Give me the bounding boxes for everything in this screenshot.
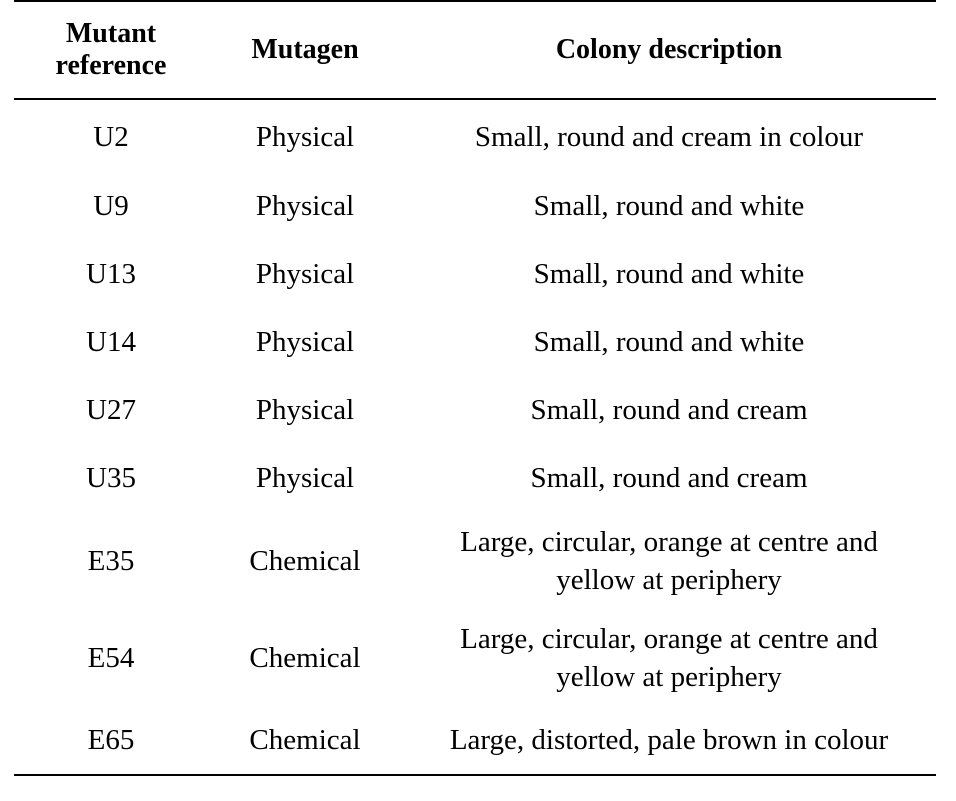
- cell-colony-description: Large, circular, orange at centre and yel…: [460, 622, 878, 693]
- header-mutagen: Mutagen: [208, 1, 402, 99]
- mutant-colony-table: Mutant reference Mutagen Colony descripti…: [14, 0, 936, 776]
- header-mutant-reference: Mutant reference: [14, 1, 208, 99]
- table-row: E35 Chemical Large, circular, orange at …: [14, 512, 936, 609]
- table-row: U27 Physical Small, round and cream: [14, 376, 936, 444]
- header-colony-description-text: Colony description: [555, 34, 783, 65]
- table-row: E65 Chemical Large, distorted, pale brow…: [14, 706, 936, 775]
- table-header: Mutant reference Mutagen Colony descripti…: [14, 1, 936, 99]
- cell-colony-description: Large, distorted, pale brown in colour: [449, 724, 889, 756]
- table-row: U13 Physical Small, round and white: [14, 240, 936, 308]
- cell-mutant-reference: E35: [87, 544, 135, 577]
- table-row: E54 Chemical Large, circular, orange at …: [14, 609, 936, 706]
- table-row: U2 Physical Small, round and cream in co…: [14, 99, 936, 172]
- cell-mutant-reference: U35: [86, 462, 136, 494]
- cell-mutant-reference: E54: [87, 641, 135, 674]
- cell-colony-description: Small, round and cream: [530, 462, 808, 494]
- cell-colony-description: Large, circular, orange at centre and yel…: [460, 525, 878, 596]
- cell-mutant-reference: E65: [87, 724, 135, 756]
- cell-mutant-reference: U9: [93, 190, 129, 222]
- cell-colony-description: Small, round and cream: [530, 394, 808, 426]
- cell-mutagen: Physical: [255, 121, 355, 153]
- cell-mutant-reference: U14: [86, 326, 136, 358]
- mutant-table-container: Mutant reference Mutagen Colony descripti…: [14, 0, 936, 776]
- cell-mutagen: Physical: [255, 462, 355, 494]
- cell-mutagen: Chemical: [249, 724, 361, 756]
- header-mutagen-text: Mutagen: [251, 34, 359, 65]
- table-row: U14 Physical Small, round and white: [14, 308, 936, 376]
- table-row: U35 Physical Small, round and cream: [14, 444, 936, 512]
- header-colony-description: Colony description: [402, 1, 936, 99]
- header-row: Mutant reference Mutagen Colony descripti…: [14, 1, 936, 99]
- table-body: U2 Physical Small, round and cream in co…: [14, 99, 936, 775]
- cell-colony-description: Small, round and white: [533, 258, 805, 290]
- cell-mutagen: Chemical: [249, 544, 361, 577]
- cell-mutagen: Physical: [255, 394, 355, 426]
- header-mutant-reference-text: Mutant reference: [55, 18, 167, 81]
- cell-mutant-reference: U27: [86, 394, 136, 426]
- cell-mutant-reference: U13: [86, 258, 136, 290]
- cell-colony-description: Small, round and white: [533, 326, 805, 358]
- cell-mutant-reference: U2: [93, 121, 129, 153]
- cell-mutagen: Physical: [255, 258, 355, 290]
- cell-colony-description: Small, round and cream in colour: [474, 121, 864, 153]
- cell-mutagen: Chemical: [249, 641, 361, 674]
- cell-mutagen: Physical: [255, 326, 355, 358]
- cell-colony-description: Small, round and white: [533, 190, 805, 222]
- table-row: U9 Physical Small, round and white: [14, 172, 936, 240]
- cell-mutagen: Physical: [255, 190, 355, 222]
